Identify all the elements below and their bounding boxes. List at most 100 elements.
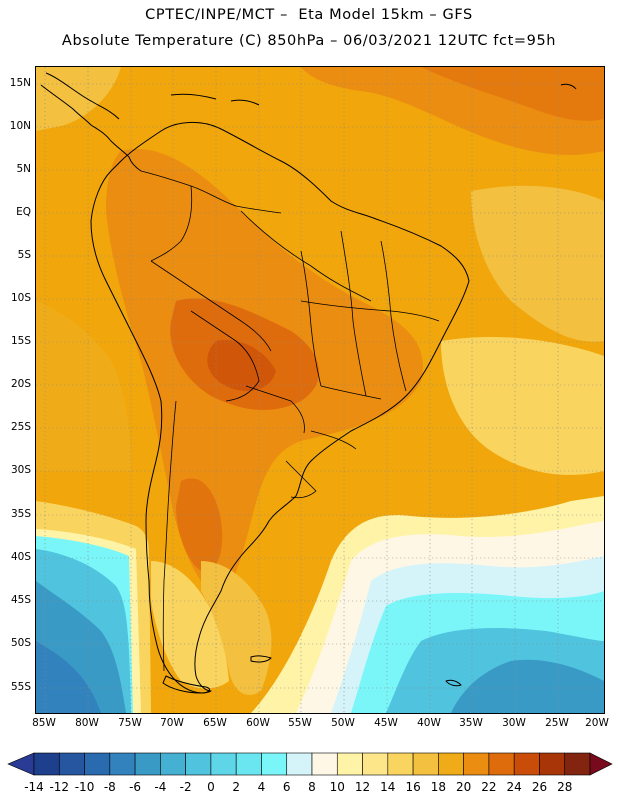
border-chile-argentina [162,400,177,672]
lat-label-10s: 10S [10,292,31,304]
country-borders [140,170,440,672]
atlantic-yellow-band [471,185,604,342]
legend-swatch [160,752,186,776]
brazil-state-lines-6 [320,385,382,400]
legend-tick-label: 28 [557,780,573,794]
legend-swatch [185,752,212,776]
lon-label-20w: 20W [585,717,609,729]
lat-label-5n: 5N [16,163,31,175]
legend-swatch [336,752,363,776]
legend-tick-label: 0 [207,780,215,794]
graticule [36,67,604,713]
legend-swatch [564,752,591,776]
central-america-north-coast [45,72,120,120]
legend-tick-label: 14 [380,780,396,794]
legend-tick-label: -10 [74,780,95,794]
patagonia-yellow [151,561,229,689]
map-canvas [36,67,604,713]
border-uruguay [285,460,317,499]
lon-label-75w: 75W [118,717,142,729]
lon-label-85w: 85W [32,717,56,729]
lat-label-5s: 5S [17,249,31,261]
legend-swatch [438,752,464,776]
legend-swatch [488,752,515,776]
legend-tick-label: 26 [531,780,548,794]
legend-swatch [261,752,288,776]
legend-swatch [286,752,313,776]
lon-label-30w: 30W [502,717,526,729]
lat-label-25s: 25S [10,421,31,433]
legend-tick-label: -12 [49,780,70,794]
brazil-state-lines-5 [300,300,440,322]
lat-label-15n: 15N [9,77,31,89]
legend-swatch [463,752,490,776]
legend-tick-label: -4 [154,780,167,794]
lon-label-45w: 45W [374,717,398,729]
lon-label-65w: 65W [203,717,227,729]
lon-label-25w: 25W [545,717,569,729]
legend-swatch [387,752,414,776]
legend-end-high [589,752,613,776]
brazil-state-lines-1 [240,210,372,302]
legend-tick-label: 6 [282,780,291,794]
lon-label-70w: 70W [160,717,184,729]
legend-tick-label: 12 [354,780,371,794]
brazil-state-lines-2 [300,250,322,387]
tierra-del-fuego [162,675,211,694]
caribbean-islands [170,93,217,100]
legend-swatch [109,752,136,776]
legend-swatch [311,752,338,776]
lon-label-55w: 55W [288,717,312,729]
legend-swatch [58,752,85,776]
cape-verde-islands [560,83,577,90]
legend-tick-label: 20 [455,780,472,794]
legend-end-low [7,752,35,776]
legend-tick-label: 8 [308,780,316,794]
legend-swatch [210,752,237,776]
brazil-state-lines-7 [310,430,357,450]
south-atlantic-deep [451,659,604,713]
caribbean-islands-east [230,99,260,106]
border-peru-brazil [150,260,272,352]
legend-tick-label: 2 [232,780,240,794]
lon-label-60w: 60W [246,717,270,729]
border-north [140,170,282,214]
legend-tick-label: -2 [179,780,192,794]
lat-label-50s: 50S [10,637,31,649]
legend-swatch [33,752,60,776]
south-america-coast [90,121,470,694]
lat-label-10n: 10N [9,120,31,132]
legend-swatch [362,752,389,776]
border-paraguay [245,385,305,434]
lat-label-35s: 35S [10,508,31,520]
border-colombia [150,185,193,262]
legend-swatch [513,752,540,776]
lat-label-15s: 15S [10,335,31,347]
lat-label-20s: 20S [10,378,31,390]
legend-tick-label: 10 [329,780,345,794]
legend-tick-label: 22 [481,780,497,794]
lon-label-50w: 50W [331,717,355,729]
temperature-map [35,66,605,714]
brazil-state-lines-4 [380,240,407,392]
legend-tick-label: -14 [24,780,44,794]
legend-tick-label: 16 [405,780,421,794]
legend-swatch [84,752,111,776]
lat-label-40s: 40S [10,551,31,563]
chart-title: CPTEC/INPE/MCT – Eta Model 15km – GFS [145,7,473,23]
chart-subtitle: Absolute Temperature (C) 850hPa – 06/03/… [61,33,557,49]
legend-tick-label: 24 [506,780,522,794]
argentina-hot-core [176,478,223,572]
coastlines [40,72,577,694]
lat-label-45s: 45S [10,594,31,606]
lon-label-35w: 35W [459,717,483,729]
central-america-coast [40,84,142,172]
legend-tick-label: -6 [129,780,142,794]
legend-swatch [539,752,566,776]
pacific-warm-band [36,301,131,471]
lat-label-30s: 30S [10,464,31,476]
legend-tick-label: 4 [257,780,266,794]
south-georgia [445,679,462,687]
border-bolivia [190,310,260,402]
falkland-islands [250,655,272,663]
